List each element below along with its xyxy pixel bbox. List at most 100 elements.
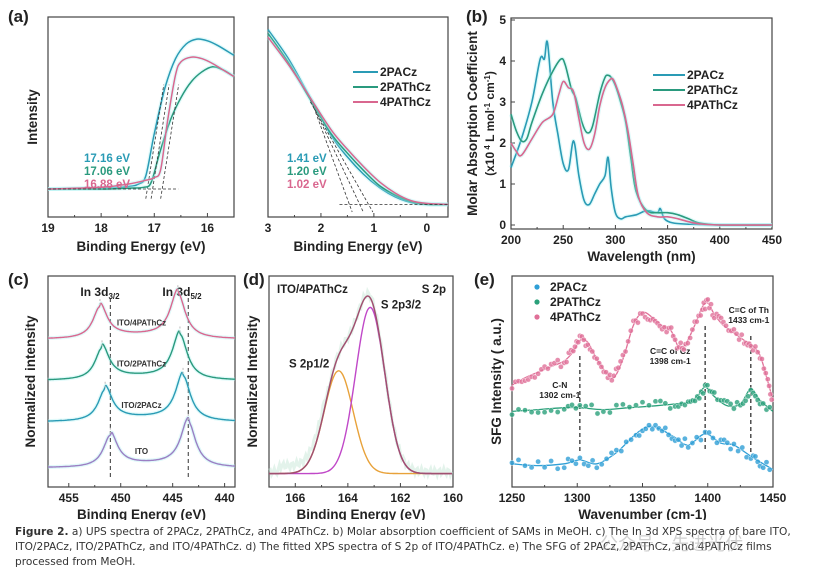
panel-e-point-2PAThCz xyxy=(522,407,528,414)
panel-e-point-2PAThCz xyxy=(582,403,589,409)
panel-e-point-4PAThCz xyxy=(687,335,693,341)
panel-e-point-4PAThCz xyxy=(668,324,675,331)
panel-e-point-2PACz xyxy=(598,461,605,468)
panel-e-point-4PAThCz xyxy=(693,318,700,325)
panel-e-point-4PAThCz xyxy=(589,348,596,355)
panel-e-point-4PAThCz xyxy=(563,359,570,365)
panel-e-point-2PACz xyxy=(752,453,759,460)
panel-e-point-4PAThCz xyxy=(697,312,704,319)
panel-c-series-label: ITO/2PAThCz xyxy=(117,360,166,369)
panel-e-point-2PACz xyxy=(754,458,761,465)
panel-e-point-2PACz xyxy=(577,455,583,461)
panel-e-point-2PACz xyxy=(714,439,720,446)
panel-e-point-4PAThCz xyxy=(752,343,759,350)
panel-d-label: (d) xyxy=(243,270,265,289)
panel-e-point-4PAThCz xyxy=(768,396,775,403)
panel-e-point-2PACz xyxy=(682,435,688,442)
panel-b-x-tick-label: 350 xyxy=(658,233,678,247)
panel-e-legend-label: 4PAThCz xyxy=(550,310,601,324)
panel-e-point-4PAThCz xyxy=(509,385,515,392)
panel-a2-xlabel: Binding Energy (eV) xyxy=(293,239,422,254)
panel-a1-x-tick-label: 18 xyxy=(94,221,108,235)
panel-a1-tangent-2PACz xyxy=(145,84,165,199)
panel-e-point-2PAThCz xyxy=(600,408,607,415)
panel-e-point-2PACz xyxy=(675,436,682,443)
panel-a1-tangent-4PAThCz xyxy=(160,84,180,199)
panel-e-point-4PAThCz xyxy=(615,364,622,371)
panel-e-point-4PAThCz xyxy=(731,326,737,333)
panel-c-line-ITO-4PAThCz-glow xyxy=(47,287,235,341)
panel-e-point-2PAThCz xyxy=(594,410,601,417)
panel-a1-annotation: 17.16 eV xyxy=(84,153,130,165)
panel-e-ref-label: C-N xyxy=(552,380,567,390)
panel-e-point-2PAThCz xyxy=(745,393,752,400)
panel-c-label: (c) xyxy=(8,270,29,289)
panel-a2-x-tick-label: 1 xyxy=(371,221,378,235)
panel-b-line-4PAThCz xyxy=(510,77,773,226)
panel-d-ylabel: Normalized Intensity xyxy=(245,315,260,448)
panel-e-point-2PAThCz xyxy=(652,398,659,405)
panel-a2-line-4PAThCz xyxy=(267,36,449,206)
panel-a2-annotation: 1.20 eV xyxy=(287,166,327,178)
panel-a2-x-tick-label: 3 xyxy=(265,221,272,235)
panel-e-point-2PACz xyxy=(528,464,535,471)
panel-e-point-2PAThCz xyxy=(667,405,674,412)
panel-e-point-2PACz xyxy=(678,442,685,449)
panel-a1-xlabel: Binding Energy (eV) xyxy=(76,239,205,254)
panel-d-x-tick-label: 166 xyxy=(285,491,305,505)
panel-c-peak-label: In 3d3/2 xyxy=(80,285,120,301)
panel-c-frame xyxy=(47,275,236,488)
panel-d-sample-label: ITO/4PAThCz xyxy=(277,284,348,296)
panel-a2-x-tick-label: 2 xyxy=(318,221,325,235)
panel-d-peak-label: S 2p1/2 xyxy=(289,358,329,370)
panel-d-x-tick-label: 162 xyxy=(390,491,410,505)
panel-a1-ylabel: Intensity xyxy=(25,89,40,145)
panel-a2-frame xyxy=(267,16,449,218)
panel-e-point-2PAThCz xyxy=(588,402,595,408)
panel-e-point-4PAThCz xyxy=(708,301,714,308)
panel-c-xlabel: Binding Energy (eV) xyxy=(77,507,206,520)
panel-e-point-4PAThCz xyxy=(628,327,634,334)
panel-e-point-2PAThCz xyxy=(626,404,633,410)
panel-e-point-2PACz xyxy=(763,459,770,466)
watermark: 公众号 · 先进光伏 xyxy=(600,534,744,555)
panel-b-legend-label: 2PACz xyxy=(687,68,724,82)
panel-e-point-2PACz xyxy=(698,437,704,443)
panel-e-point-2PACz xyxy=(541,464,548,471)
panel-a1-line-2PACz xyxy=(47,38,235,190)
panel-e-point-4PAThCz xyxy=(754,349,761,356)
panel-e-point-2PACz xyxy=(662,425,669,431)
panel-b-line-2PAThCz xyxy=(510,57,773,226)
panel-e-point-2PACz xyxy=(573,460,579,467)
panel-e-point-4PAThCz xyxy=(767,391,774,398)
panel-e-ylabel: SFG Intensity ( a.u.) xyxy=(489,318,504,445)
panel-e-point-2PACz xyxy=(760,464,767,471)
panel-e-point-2PACz xyxy=(569,457,575,464)
panel-e-point-2PACz xyxy=(548,458,554,464)
figure-canvas: (a) 19 18 17 16 Binding Energy (eV) Intensity 1… xyxy=(8,7,787,520)
panel-e-point-2PACz xyxy=(594,464,600,471)
panel-d-raw-data xyxy=(268,286,454,481)
panel-e-point-4PAThCz xyxy=(584,341,591,348)
panel-e-point-2PACz xyxy=(628,436,634,443)
panel-e-point-4PAThCz xyxy=(535,370,541,377)
panel-e-point-2PAThCz xyxy=(760,400,767,407)
panel-b-x-tick-label: 400 xyxy=(710,233,730,247)
panel-e-point-2PACz xyxy=(554,465,561,472)
panel-e-legend-marker xyxy=(534,284,540,290)
panel-a2-x-tick-label: 0 xyxy=(423,221,430,235)
panel-e-point-4PAThCz xyxy=(765,376,771,383)
panel-b-ylabel-units: (x10 4 L mol-1 cm-1) xyxy=(483,71,497,176)
panel-b-y-tick-label: 2 xyxy=(499,136,506,150)
panel-a-label: (a) xyxy=(8,7,29,26)
panel-e-point-4PAThCz xyxy=(723,322,729,329)
panel-e-point-4PAThCz xyxy=(733,330,740,337)
panel-e-point-2PAThCz xyxy=(607,409,613,416)
panel-e-point-2PAThCz xyxy=(700,390,707,397)
panel-b-x-tick-label: 300 xyxy=(605,233,625,247)
panel-e-point-4PAThCz xyxy=(575,339,582,346)
panel-e-point-4PAThCz xyxy=(736,336,742,343)
panel-e-point-2PAThCz xyxy=(646,402,652,409)
panel-c-line-ITO xyxy=(47,416,236,468)
panel-e-legend-label: 2PACz xyxy=(550,280,587,294)
